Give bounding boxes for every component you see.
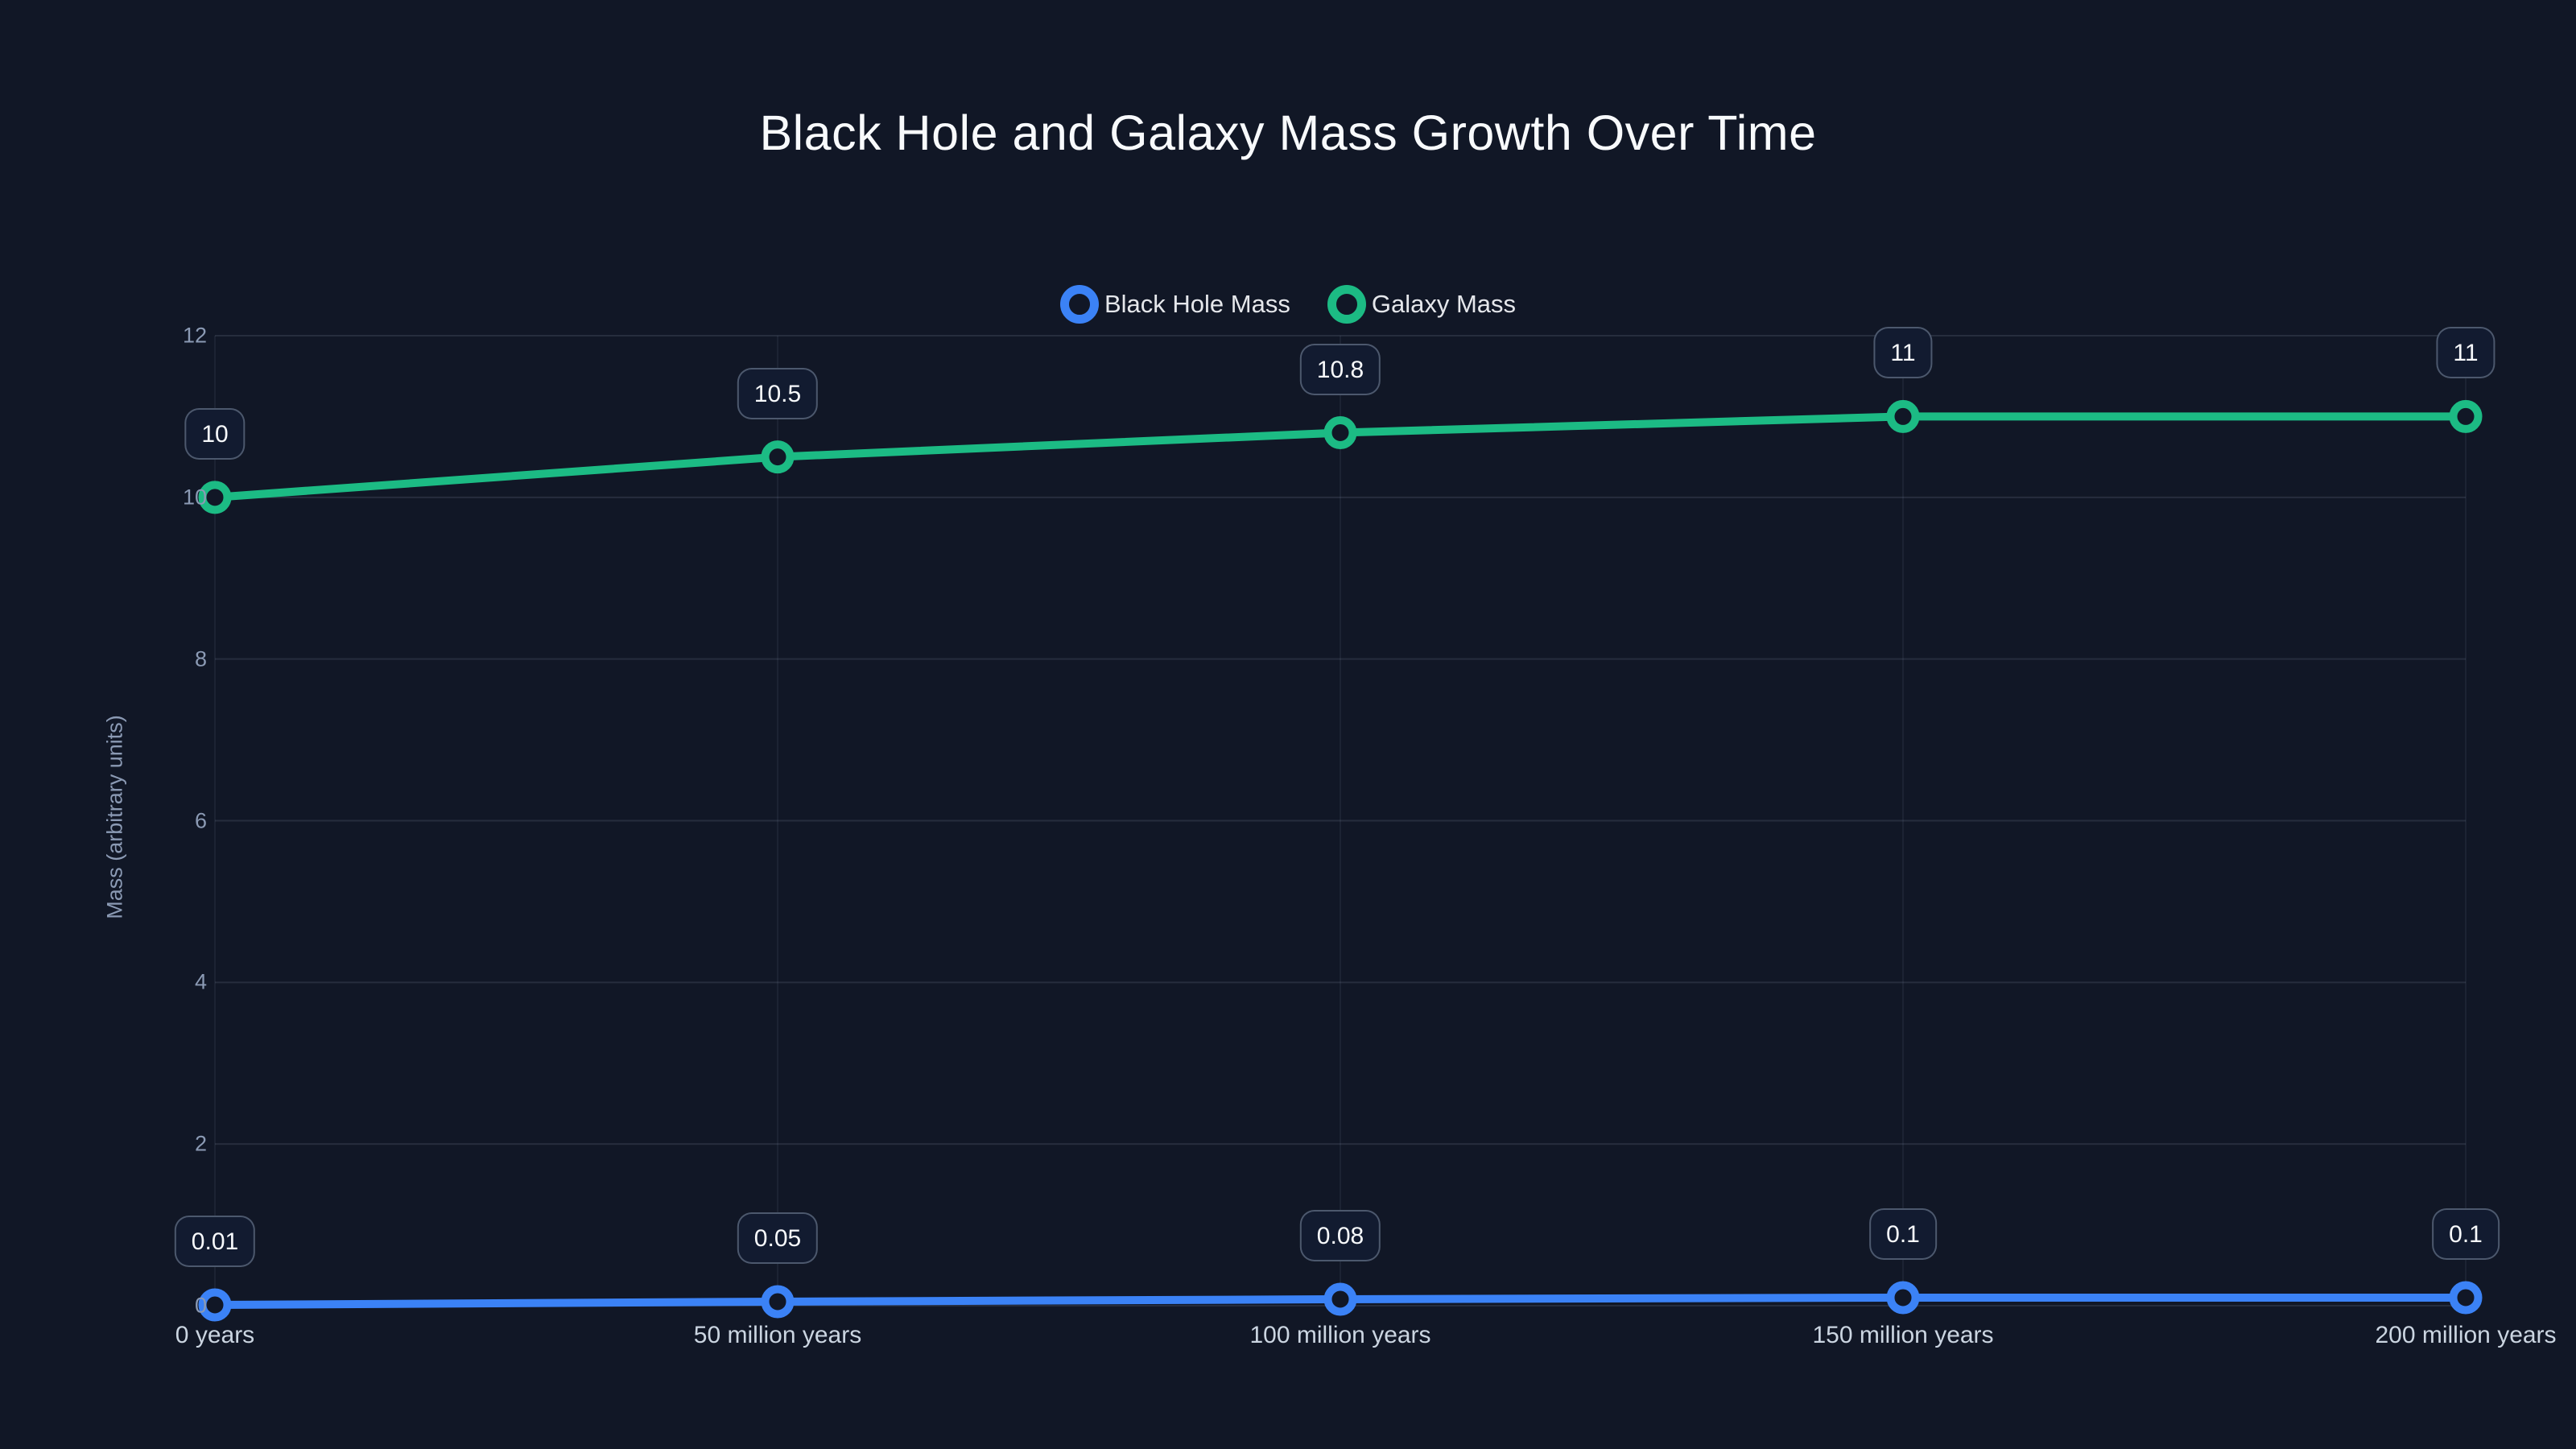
data-label-galaxy-mass: 10.8 xyxy=(1299,343,1381,395)
data-label-galaxy-mass: 11 xyxy=(2436,327,2496,379)
data-label-black-hole-mass: 0.05 xyxy=(737,1212,819,1264)
data-point-black-hole-mass xyxy=(2449,1281,2483,1315)
data-point-galaxy-mass xyxy=(1886,399,1920,433)
data-label-black-hole-mass: 0.1 xyxy=(1869,1208,1937,1260)
data-label-black-hole-mass: 0.08 xyxy=(1299,1209,1381,1261)
x-tick-label: 50 million years xyxy=(693,1322,862,1348)
legend-item-black-hole-mass[interactable]: Black Hole Mass xyxy=(1059,285,1290,324)
data-point-black-hole-mass xyxy=(1323,1282,1357,1316)
legend-label: Galaxy Mass xyxy=(1371,290,1517,318)
legend-item-galaxy-mass[interactable]: Galaxy Mass xyxy=(1327,285,1516,324)
y-tick-label: 12 xyxy=(182,323,207,348)
chart-title: Black Hole and Galaxy Mass Growth Over T… xyxy=(759,105,1817,160)
y-tick-label: 8 xyxy=(194,646,207,671)
x-tick-label: 200 million years xyxy=(2375,1322,2557,1348)
legend: Black Hole Mass Galaxy Mass xyxy=(0,285,2576,324)
legend-label: Black Hole Mass xyxy=(1104,290,1290,318)
y-tick-label: 6 xyxy=(194,808,207,832)
data-point-galaxy-mass xyxy=(198,481,232,514)
x-tick-label: 0 years xyxy=(175,1322,255,1348)
data-label-black-hole-mass: 0.1 xyxy=(2432,1208,2500,1260)
x-tick-label: 150 million years xyxy=(1812,1322,1994,1348)
x-tick-label: 100 million years xyxy=(1249,1322,1431,1348)
data-point-black-hole-mass xyxy=(1886,1281,1920,1315)
data-point-black-hole-mass xyxy=(761,1285,795,1319)
data-point-galaxy-mass xyxy=(761,440,795,474)
data-point-black-hole-mass xyxy=(198,1288,232,1322)
y-tick-label: 2 xyxy=(194,1131,207,1156)
data-point-galaxy-mass xyxy=(2449,399,2483,433)
data-label-black-hole-mass: 0.01 xyxy=(174,1215,256,1267)
y-tick-label: 10 xyxy=(182,485,207,510)
data-point-galaxy-mass xyxy=(1323,416,1357,449)
legend-marker-black-hole-icon xyxy=(1059,285,1099,324)
legend-marker-galaxy-icon xyxy=(1327,285,1366,324)
y-tick-label: 4 xyxy=(194,969,207,994)
y-tick-label: 0 xyxy=(194,1293,207,1318)
data-label-galaxy-mass: 11 xyxy=(1873,327,1933,379)
data-label-galaxy-mass: 10 xyxy=(184,407,246,460)
data-label-galaxy-mass: 10.5 xyxy=(737,367,819,419)
